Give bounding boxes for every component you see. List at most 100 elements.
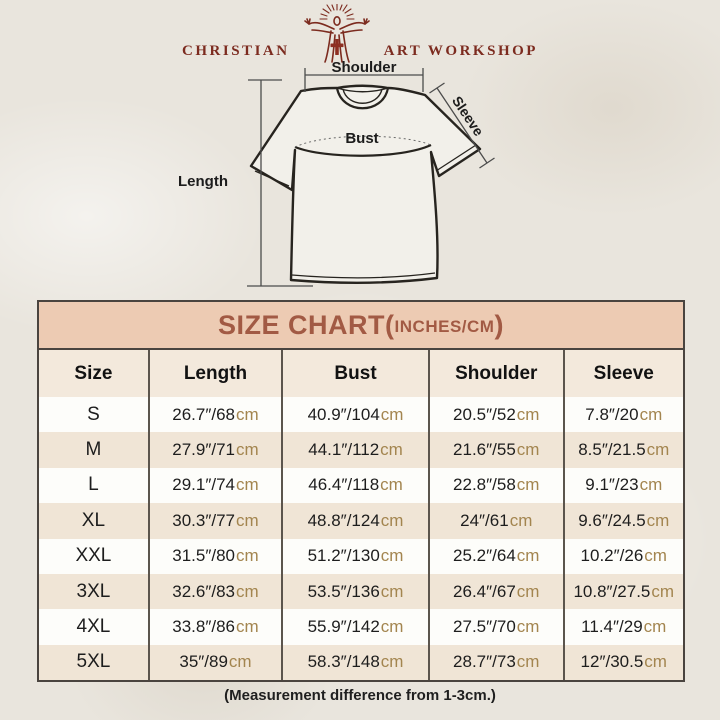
brand-header: CHRISTIAN <box>0 3 720 69</box>
unit-label: cm <box>516 475 540 495</box>
unit-label: cm <box>228 652 252 672</box>
size-cell: S <box>87 403 100 425</box>
size-cell: M <box>85 439 102 461</box>
measurement-value: 30.3″/77 <box>172 510 236 530</box>
column-header-length: Length <box>147 350 281 397</box>
bust-cell: 40.9″/104 cm <box>281 397 428 433</box>
bust-line-dotted <box>294 135 432 148</box>
measurement-value: 21.6″/55 <box>453 440 516 460</box>
shoulder-cell: 28.7″/73 cm <box>427 644 563 680</box>
size-cell: 4XL <box>76 615 111 637</box>
measurement-value: 40.9″/104 <box>307 404 380 424</box>
measurement-value: 11.4″/29 <box>581 616 643 636</box>
sleeve-cell: 11.4″/29 cm <box>562 609 683 645</box>
unit-label: cm <box>639 404 663 424</box>
unit-label: cm <box>236 510 259 530</box>
length-cell: 32.6″/83 cm <box>147 573 281 610</box>
unit-label: cm <box>380 440 403 460</box>
shoulder-cell: 24″/61 cm <box>427 503 563 539</box>
unit-label: cm <box>236 475 259 495</box>
size-cell: 3XL <box>76 580 111 602</box>
tshirt-diagram <box>247 68 495 287</box>
unit-label: cm <box>509 510 533 530</box>
bust-cell: 44.1″/112 cm <box>281 432 428 468</box>
measurement-value: 26.7″/68 <box>172 404 236 424</box>
column-header-shoulder: Shoulder <box>427 350 563 397</box>
column-header-size: Size <box>74 362 113 384</box>
unit-label: cm <box>646 510 670 530</box>
table-row-3xl: 3XL 32.6″/83 cm 53.5″/136 cm 26.4″/67 cm 10… <box>39 573 683 610</box>
unit-label: cm <box>236 404 259 424</box>
jesus-rays-cross-icon <box>299 3 375 69</box>
measurement-value: 24″/61 <box>460 510 509 530</box>
unit-label: cm <box>380 652 404 672</box>
bust-line-solid <box>294 144 432 157</box>
measurement-value: 20.5″/52 <box>453 404 516 424</box>
bust-cell: 48.8″/124 cm <box>281 503 428 539</box>
unit-label: cm <box>380 616 404 636</box>
bust-cell: 53.5″/136 cm <box>281 573 428 610</box>
measurement-lines <box>247 68 495 287</box>
shoulder-cell: 22.8″/58 cm <box>427 467 563 504</box>
measurement-value: 12″/30.5 <box>580 652 644 672</box>
measurement-value: 51.2″/130 <box>307 546 380 566</box>
bust-cell: 46.4″/118 cm <box>281 467 428 504</box>
title-text: SIZE CHART( <box>218 309 395 340</box>
measurement-value: 27.5″/70 <box>453 616 516 636</box>
measurement-value: 29.1″/74 <box>172 475 236 495</box>
table-row-m: M 27.9″/71 cm 44.1″/112 cm 21.6″/55 cm 8.5″… <box>39 432 683 468</box>
measurement-value: 10.2″/26 <box>580 546 644 566</box>
sleeve-cell: 7.8″/20 cm <box>562 397 683 433</box>
unit-label: cm <box>236 546 259 566</box>
measurement-value: 7.8″/20 <box>585 404 639 424</box>
shoulder-label: Shoulder <box>331 59 397 76</box>
measurement-value: 22.8″/58 <box>453 475 516 495</box>
unit-label: cm <box>380 475 403 495</box>
measurement-value: 27.9″/71 <box>172 440 236 460</box>
unit-label: cm <box>516 440 540 460</box>
measurement-value: 33.8″/86 <box>172 616 236 636</box>
bust-cell: 58.3″/148 cm <box>281 644 428 680</box>
size-cell: XXL <box>75 545 112 567</box>
sleeve-cell: 9.1″/23 cm <box>562 467 683 504</box>
unit-label: cm <box>646 440 670 460</box>
measurement-value: 9.1″/23 <box>585 475 639 495</box>
shoulder-cell: 25.2″/64 cm <box>427 538 563 574</box>
sleeve-cell: 10.2″/26 cm <box>562 538 683 574</box>
length-cell: 29.1″/74 cm <box>147 467 281 504</box>
unit-label: cm <box>651 581 675 601</box>
measurement-value: 28.7″/73 <box>453 652 516 672</box>
measurement-value: 35″/89 <box>179 652 228 672</box>
measurement-value: 25.2″/64 <box>453 546 516 566</box>
sleeve-cell: 10.8″/27.5 cm <box>562 573 683 610</box>
bust-label: Bust <box>345 130 379 147</box>
sleeve-cell: 12″/30.5 cm <box>562 644 683 680</box>
table-body: S 26.7″/68 cm 40.9″/104 cm 20.5″/52 cm 7.8″… <box>39 397 683 680</box>
sleeve-cell: 9.6″/24.5 cm <box>562 503 683 539</box>
length-measure-line <box>247 79 313 287</box>
table-row-l: L 29.1″/74 cm 46.4″/118 cm 22.8″/58 cm 9.1″… <box>39 467 683 504</box>
title-unit-text: INCHES/CM <box>394 317 495 336</box>
length-label: Length <box>178 173 228 190</box>
unit-label: cm <box>643 616 667 636</box>
unit-label: cm <box>516 616 540 636</box>
length-cell: 35″/89 cm <box>147 644 281 680</box>
length-cell: 26.7″/68 cm <box>147 397 281 433</box>
column-header-bust: Bust <box>281 350 428 397</box>
length-cell: 30.3″/77 cm <box>147 503 281 539</box>
size-cell: L <box>88 474 99 496</box>
measurement-value: 31.5″/80 <box>172 546 236 566</box>
unit-label: cm <box>380 510 404 530</box>
table-row-s: S 26.7″/68 cm 40.9″/104 cm 20.5″/52 cm 7.8″… <box>39 397 683 433</box>
size-cell: 5XL <box>76 651 111 673</box>
unit-label: cm <box>380 546 404 566</box>
shoulder-measure-line <box>304 68 424 92</box>
length-cell: 33.8″/86 cm <box>147 609 281 645</box>
length-cell: 31.5″/80 cm <box>147 538 281 574</box>
measurement-note: (Measurement difference from 1-3cm.) <box>224 687 496 704</box>
tshirt-outline <box>249 84 482 284</box>
unit-label: cm <box>644 652 667 672</box>
unit-label: cm <box>639 475 663 495</box>
unit-label: cm <box>644 546 667 566</box>
unit-label: cm <box>236 616 259 636</box>
